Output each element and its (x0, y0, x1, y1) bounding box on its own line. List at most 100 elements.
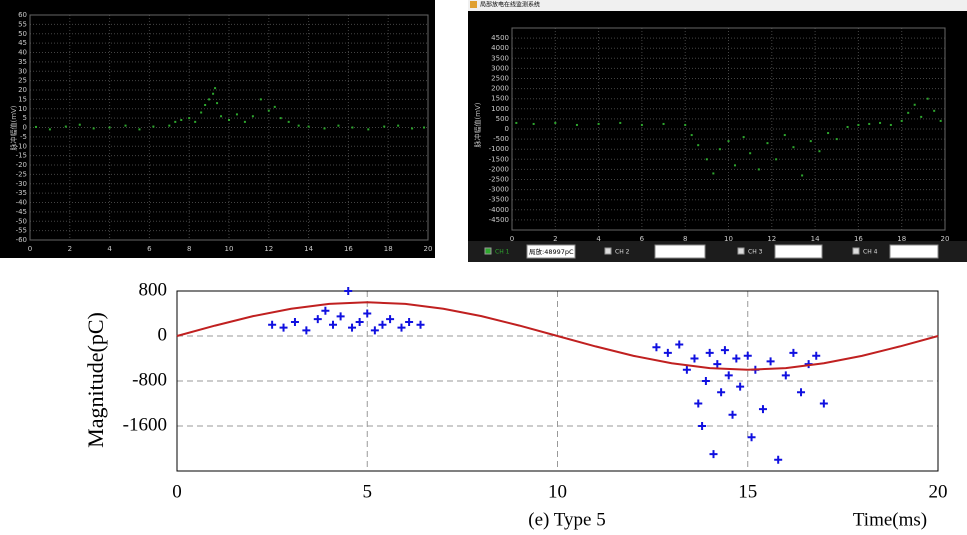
channel-field (889, 244, 939, 259)
x-tick-label: 4 (596, 235, 601, 243)
x-tick-label: 10 (548, 481, 567, 502)
y-label: Magnitude(pC) (83, 312, 108, 448)
channel-checkbox[interactable] (604, 247, 612, 255)
y-tick-label: -1600 (123, 414, 167, 435)
point (152, 125, 155, 128)
y-tick-label: 10 (18, 105, 27, 113)
y-tick-label: 0 (23, 124, 27, 132)
y-tick-label: 25 (18, 77, 27, 85)
y-tick-label: -1000 (489, 145, 509, 153)
point (200, 111, 203, 114)
point (251, 115, 254, 118)
y-tick-label: -800 (132, 369, 167, 390)
x-tick-label: 5 (363, 481, 373, 502)
point (411, 127, 414, 130)
point (344, 287, 353, 295)
x-tick-label: 0 (28, 245, 32, 253)
y-tick-label: -1500 (489, 155, 509, 163)
channel-bar (468, 241, 967, 262)
y-tick-label: 40 (18, 49, 27, 57)
y-label: 脉冲幅值(mV) (9, 105, 18, 150)
point (712, 172, 715, 175)
point (926, 97, 929, 100)
y-tick-label: 0 (505, 125, 509, 133)
point (900, 119, 903, 122)
point (302, 326, 311, 335)
point (216, 102, 219, 105)
point (819, 399, 828, 408)
curve (176, 301, 939, 371)
channel-value: 局放:48997pC (529, 247, 574, 256)
point (363, 309, 372, 318)
point (194, 120, 197, 123)
x-tick-label: 8 (187, 245, 191, 253)
point (416, 320, 425, 329)
point (939, 119, 942, 122)
point (682, 365, 691, 374)
x-tick-label: 12 (767, 235, 776, 243)
point (640, 123, 643, 126)
y-tick-label: 4500 (491, 34, 509, 42)
point (757, 168, 760, 171)
point (174, 120, 177, 123)
point (348, 323, 357, 332)
point (690, 134, 693, 137)
point (138, 128, 141, 131)
x-tick-label: 6 (147, 245, 152, 253)
point (34, 125, 37, 128)
point (208, 98, 211, 101)
point (743, 351, 752, 360)
y-tick-label: 15 (18, 95, 27, 103)
channel-checkbox[interactable] (737, 247, 745, 255)
channel-label: CH 4 (863, 249, 878, 256)
y-tick-label: -2000 (489, 165, 509, 173)
point (367, 128, 370, 131)
y-tick-label: 0 (158, 324, 168, 345)
point (809, 140, 812, 143)
point (64, 125, 67, 128)
point (801, 174, 804, 177)
point (732, 354, 741, 363)
x-tick-label: 10 (724, 235, 733, 243)
point (321, 306, 330, 315)
point (720, 346, 729, 355)
window-title: 局部放电在线监测系统 (480, 1, 540, 9)
point (212, 92, 215, 95)
point (337, 124, 340, 127)
panel-2 (468, 11, 967, 241)
x-tick-label: 16 (344, 245, 353, 253)
point (48, 128, 51, 131)
y-tick-label: 60 (18, 11, 27, 19)
point (355, 317, 364, 326)
point (313, 315, 322, 324)
channel-field (526, 244, 576, 259)
y-tick-label: -50 (16, 217, 27, 225)
x-tick-label: 15 (738, 481, 757, 502)
x-tick-label: 20 (929, 481, 948, 502)
x-tick-label: 18 (384, 245, 393, 253)
point (204, 104, 207, 106)
point (684, 123, 687, 126)
point (220, 115, 223, 118)
point (717, 388, 726, 397)
point (766, 142, 769, 145)
channel-field (774, 244, 823, 259)
x-tick-label: 2 (68, 245, 72, 253)
y-tick-label: -60 (16, 236, 27, 244)
point (713, 360, 722, 369)
y-tick-label: -40 (16, 199, 27, 207)
point (920, 115, 923, 118)
y-tick-label: -15 (16, 152, 27, 160)
point (827, 132, 830, 135)
point (259, 98, 262, 101)
point (758, 405, 767, 414)
point (329, 320, 338, 329)
point (323, 127, 326, 130)
point (297, 124, 300, 127)
caption: (e) Type 5 (528, 509, 605, 530)
y-tick-label: 2500 (491, 75, 509, 83)
point (709, 450, 718, 459)
channel-checkbox[interactable] (852, 247, 860, 255)
channel-checkbox[interactable] (484, 247, 492, 255)
